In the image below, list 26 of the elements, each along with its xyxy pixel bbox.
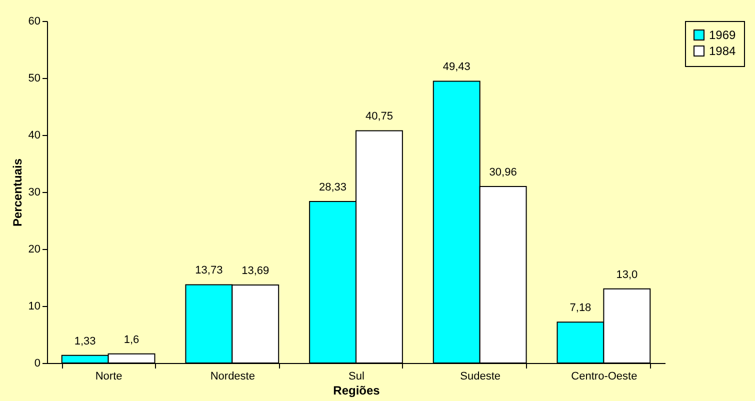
x-tick-label: Centro-Oeste — [571, 370, 638, 382]
y-tick-label: 30 — [28, 186, 40, 198]
legend-label: 1984 — [709, 44, 736, 58]
y-tick-label: 20 — [28, 244, 40, 256]
legend-label: 1969 — [709, 28, 736, 42]
x-axis-title: Regiões — [333, 384, 380, 398]
data-label: 49,43 — [442, 61, 470, 74]
y-axis-title: Percentuais — [10, 158, 24, 227]
y-tick-label: 0 — [34, 358, 40, 370]
x-tick-label: Nordeste — [210, 370, 255, 382]
x-tick-label: Norte — [95, 370, 122, 382]
data-label: 28,33 — [319, 182, 347, 194]
y-tick-label: 60 — [28, 16, 40, 28]
data-label: 1,33 — [74, 335, 96, 348]
x-tick-label: Sul — [348, 370, 364, 382]
data-label: 13,0 — [616, 268, 638, 281]
y-tick-label: 50 — [28, 72, 40, 84]
y-tick-label: 10 — [28, 300, 40, 312]
data-label: 1,6 — [124, 334, 140, 346]
x-tick-label: Sudeste — [460, 370, 501, 382]
data-label: 30,96 — [489, 166, 517, 179]
data-label: 13,69 — [242, 264, 270, 277]
data-label: 40,75 — [365, 110, 393, 123]
data-label: 13,73 — [195, 264, 223, 277]
data-label: 7,18 — [570, 302, 592, 314]
y-tick-label: 40 — [28, 130, 40, 142]
